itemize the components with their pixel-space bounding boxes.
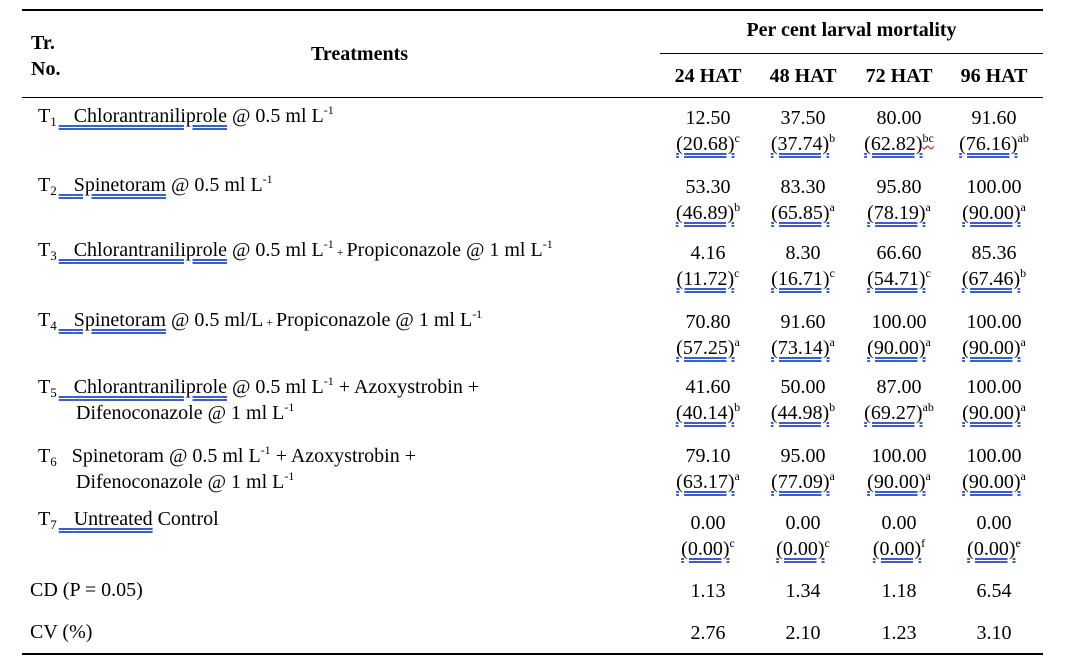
header-col-24: 24 HAT xyxy=(674,65,742,87)
bottom-rule xyxy=(22,653,1043,655)
cv-96hat: 3.10 xyxy=(976,622,1012,644)
header-col-48: 48 HAT xyxy=(769,65,837,87)
row-t4-72hat: 100.00 (90.00)a xyxy=(867,311,931,359)
header-bottom-rule xyxy=(22,97,1043,98)
row-t4-48hat: 91.60 (73.14)a xyxy=(771,311,835,359)
row-t1-48hat: 37.50 (37.74)b xyxy=(770,107,836,155)
cv-48hat: 2.10 xyxy=(785,622,821,644)
top-rule xyxy=(22,9,1043,11)
cd-72hat: 1.18 xyxy=(881,580,917,602)
row-t6-72hat: 100.00 (90.00)a xyxy=(867,445,931,493)
row-t5-48hat: 50.00 (44.98)b xyxy=(770,376,836,424)
row-t3-48hat: 8.30 (16.71)c xyxy=(771,242,835,290)
row-t2-48hat: 83.30 (65.85)a xyxy=(771,176,835,224)
header-group-title: Per cent larval mortality xyxy=(746,19,957,41)
cv-label: CV (%) xyxy=(30,621,93,643)
row-t7-48hat: 0.00 (0.00)c xyxy=(776,512,830,560)
header-col-96: 96 HAT xyxy=(960,65,1028,87)
row-t2-treatment: T2 Spinetoram @ 0.5 ml L-1 xyxy=(38,172,273,198)
row-t6-24hat: 79.10 (63.17)a xyxy=(676,445,740,493)
row-t7-24hat: 0.00 (0.00)c xyxy=(681,512,735,560)
cd-label: CD (P = 0.05) xyxy=(30,579,143,601)
cv-24hat: 2.76 xyxy=(690,622,726,644)
cd-24hat: 1.13 xyxy=(690,580,726,602)
cv-72hat: 1.23 xyxy=(881,622,917,644)
row-t6-96hat: 100.00 (90.00)a xyxy=(962,445,1026,493)
row-t6-treatment: T6 Spinetoram @ 0.5 ml L-1 + Azoxystrobi… xyxy=(38,443,417,493)
row-t4-24hat: 70.80 (57.25)a xyxy=(676,311,740,359)
row-t2-96hat: 100.00 (90.00)a xyxy=(962,176,1026,224)
row-t2-24hat: 53.30 (46.89)b xyxy=(675,176,741,224)
row-t4-96hat: 100.00 (90.00)a xyxy=(962,311,1026,359)
row-t5-24hat: 41.60 (40.14)b xyxy=(675,376,741,424)
row-t4-treatment: T4 Spinetoram @ 0.5 ml/L + Propiconazole… xyxy=(38,307,483,333)
row-t3-treatment: T3 Chlorantraniliprole @ 0.5 ml L-1 + Pr… xyxy=(38,237,553,263)
row-t7-72hat: 0.00 (0.00)f xyxy=(872,512,926,560)
row-t5-treatment: T5 Chlorantraniliprole @ 0.5 ml L-1 + Az… xyxy=(38,374,480,424)
row-t5-96hat: 100.00 (90.00)a xyxy=(962,376,1026,424)
row-t3-24hat: 4.16 (11.72)c xyxy=(676,242,740,290)
header-col-72: 72 HAT xyxy=(865,65,933,87)
row-t3-72hat: 66.60 (54.71)c xyxy=(867,242,931,290)
row-t3-96hat: 85.36 (67.46)b xyxy=(961,242,1027,290)
row-t1-72hat: 80.00 (62.82)bc xyxy=(864,107,934,155)
row-t2-72hat: 95.80 (78.19)a xyxy=(867,176,931,224)
row-t1-treatment: T1 Chlorantraniliprole @ 0.5 ml L-1 xyxy=(38,103,334,129)
row-t7-treatment: T7 Untreated Control xyxy=(38,508,219,532)
header-tr-no: Tr. No. xyxy=(31,32,61,80)
row-t1-96hat: 91.60 (76.16)ab xyxy=(959,107,1029,155)
row-t5-72hat: 87.00 (69.27)ab xyxy=(864,376,934,424)
row-t1-24hat: 12.50 (20.68)c xyxy=(676,107,740,155)
header-treatments: Treatments xyxy=(311,43,409,65)
cd-48hat: 1.34 xyxy=(785,580,821,602)
row-t7-96hat: 0.00 (0.00)e xyxy=(967,512,1021,560)
row-t6-48hat: 95.00 (77.09)a xyxy=(771,445,835,493)
group-rule xyxy=(660,53,1043,54)
cd-96hat: 6.54 xyxy=(976,580,1012,602)
